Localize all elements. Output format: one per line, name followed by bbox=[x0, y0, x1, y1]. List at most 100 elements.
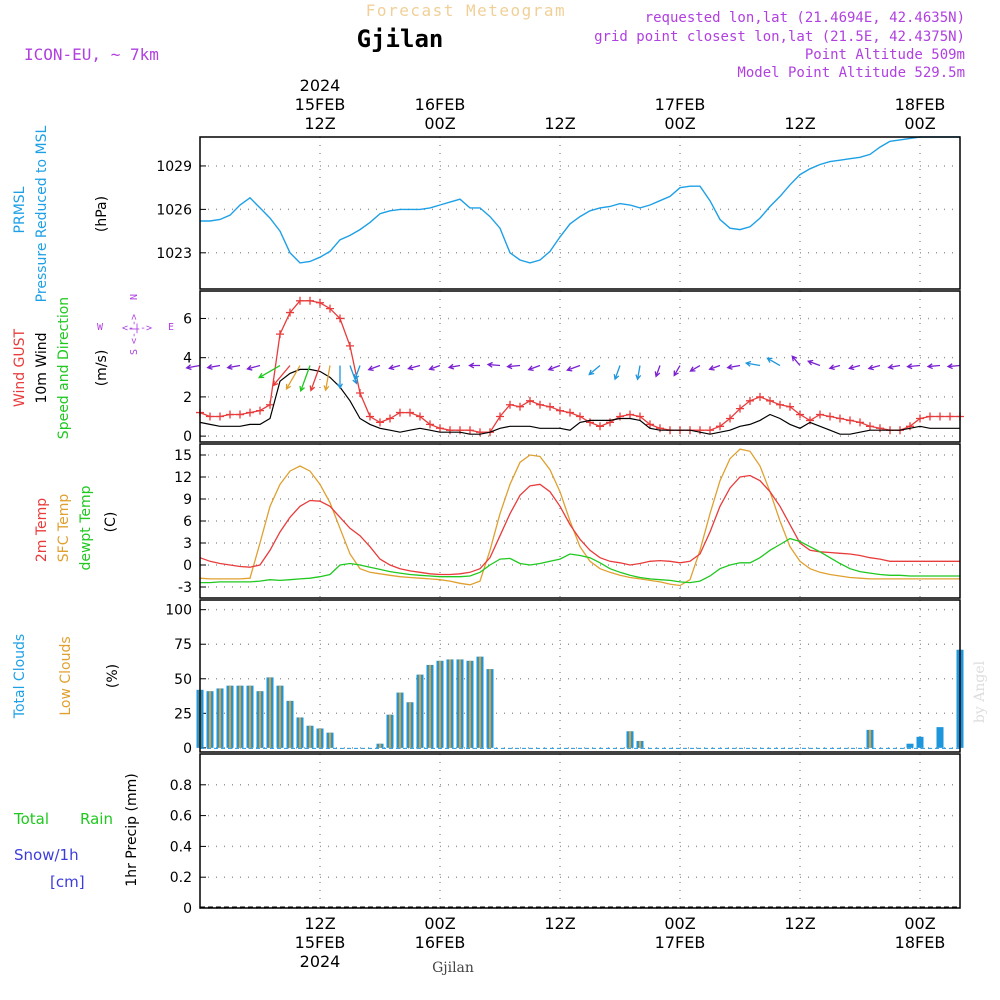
gust-marker bbox=[556, 406, 564, 415]
wind-direction-arrow bbox=[828, 364, 841, 371]
gust-marker bbox=[936, 412, 944, 421]
gust-marker bbox=[406, 408, 414, 417]
gust-marker bbox=[906, 422, 914, 431]
time-label: 12Z bbox=[544, 114, 575, 133]
gust-marker bbox=[516, 402, 524, 411]
gust-marker bbox=[306, 296, 314, 305]
gust-marker bbox=[206, 412, 214, 421]
wind-direction-arrow bbox=[206, 364, 221, 370]
gust-marker bbox=[586, 418, 594, 427]
time-label: 12Z bbox=[784, 114, 815, 133]
low-cloud-bar bbox=[298, 717, 302, 748]
y-tick-label: 0 bbox=[183, 429, 192, 445]
gust-marker bbox=[286, 308, 294, 317]
gust-marker bbox=[926, 412, 934, 421]
sfc-temp-line bbox=[199, 448, 960, 587]
low-cloud-bar bbox=[448, 659, 452, 748]
time-label: 00Z bbox=[664, 914, 695, 933]
dew-label: dewpt Temp bbox=[78, 485, 94, 570]
wind-direction-arrow bbox=[337, 365, 343, 390]
sfc-label: SFC Temp bbox=[56, 494, 72, 563]
panel-4: 0 0.2 0.4 0.6 0.8 bbox=[170, 753, 961, 917]
wind-direction-arrow bbox=[309, 365, 321, 392]
low-cloud-bar bbox=[228, 685, 232, 748]
wind-direction-arrow bbox=[353, 365, 361, 381]
wind-direction-arrow bbox=[946, 363, 961, 370]
low-cloud-bar bbox=[238, 685, 242, 748]
gust-marker bbox=[726, 414, 734, 423]
panel-0: 1023 1026 1029 bbox=[156, 136, 961, 290]
gust-marker bbox=[476, 428, 484, 437]
time-label: 00Z bbox=[424, 914, 455, 933]
watermark: by Angel bbox=[972, 660, 988, 723]
compass-e: E bbox=[168, 322, 174, 333]
gust-marker bbox=[496, 412, 504, 421]
low-cloud-bar bbox=[468, 660, 472, 748]
gust-marker bbox=[706, 426, 714, 435]
time-label: 16FEB bbox=[415, 95, 466, 114]
gust-marker bbox=[336, 314, 344, 323]
pressure-labels: PRMSL Pressure Reduced to MSL (hPa) bbox=[12, 125, 110, 302]
pressure-msl-label: Pressure Reduced to MSL bbox=[34, 125, 50, 302]
speed-dir-label: Speed and Direction bbox=[56, 297, 72, 439]
gust-marker bbox=[776, 400, 784, 409]
precip-labels: Total Rain Snow/1h [cm] 1hr Precip (mm) bbox=[13, 773, 140, 891]
gust-marker bbox=[836, 414, 844, 423]
low-cloud-bar bbox=[428, 664, 432, 748]
y-tick-label: 6 bbox=[183, 514, 192, 530]
snow-label-1: Snow/1h bbox=[14, 846, 79, 864]
gust-marker bbox=[506, 400, 514, 409]
compass-n: N bbox=[129, 294, 140, 300]
low-cloud-bar bbox=[628, 731, 632, 748]
prmsl-line bbox=[200, 136, 960, 264]
wind-direction-arrow bbox=[388, 364, 401, 371]
gust-marker bbox=[426, 420, 434, 429]
wind-direction-arrow bbox=[185, 364, 201, 371]
wind-direction-arrow bbox=[323, 365, 331, 392]
wind-direction-arrow bbox=[566, 364, 581, 372]
gust-marker bbox=[646, 420, 654, 429]
dewpoint-line bbox=[200, 537, 960, 584]
wind-direction-arrow bbox=[468, 362, 480, 369]
y-tick-label: 0 bbox=[183, 558, 192, 574]
wind-direction-arrow bbox=[506, 363, 521, 370]
time-label: 12Z bbox=[544, 914, 575, 933]
compass-w: W bbox=[97, 322, 104, 333]
wind-direction-arrow bbox=[226, 364, 241, 370]
location-title: Gjilan bbox=[357, 25, 444, 53]
temp-unit: (C) bbox=[103, 512, 119, 533]
panel-border bbox=[199, 290, 961, 443]
gust-marker bbox=[736, 404, 744, 413]
rain-label-1: Total bbox=[13, 810, 49, 828]
y-tick-label: 1026 bbox=[156, 202, 192, 218]
wind-direction-arrow bbox=[673, 365, 681, 377]
gust-marker bbox=[276, 330, 284, 339]
gust-marker bbox=[606, 418, 614, 427]
cloud-labels: Total Clouds Low Clouds (%) bbox=[12, 634, 121, 719]
compass-legend: N <-|-> <-|-> S W E bbox=[97, 294, 174, 355]
wind-direction-arrow bbox=[547, 364, 561, 372]
gust-marker bbox=[596, 422, 604, 431]
gust-marker bbox=[856, 418, 864, 427]
wind-direction-arrow bbox=[726, 364, 741, 370]
y-tick-label: 0.2 bbox=[170, 870, 192, 886]
panel-bg bbox=[200, 600, 960, 752]
gust-marker bbox=[376, 418, 384, 427]
gust-marker bbox=[756, 392, 764, 401]
wind-direction-arrow bbox=[654, 365, 661, 378]
gust-marker bbox=[536, 400, 544, 409]
wind-direction-arrow bbox=[588, 365, 601, 376]
gust-marker bbox=[456, 426, 464, 435]
wind-direction-arrow bbox=[906, 363, 921, 370]
wind-direction-arrow bbox=[806, 359, 821, 367]
time-label: 15FEB bbox=[295, 933, 346, 952]
gust-marker bbox=[326, 304, 334, 313]
rain-label-2: Rain bbox=[80, 810, 113, 828]
y-tick-label: 100 bbox=[165, 603, 192, 619]
low-cloud-bar bbox=[318, 728, 322, 748]
gust-marker bbox=[626, 410, 634, 419]
wind-direction-arrow bbox=[486, 361, 501, 368]
